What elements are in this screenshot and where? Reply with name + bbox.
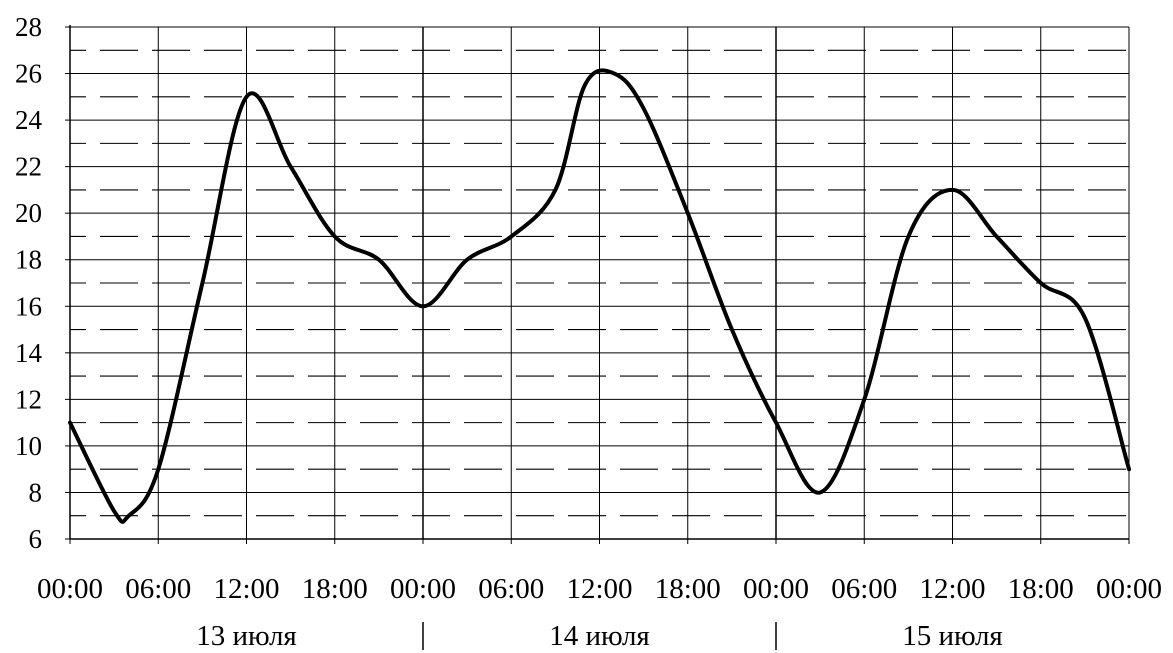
day-labels: 13 июля 14 июля 15 июля bbox=[196, 620, 1003, 652]
x-tick-label: 00:00 bbox=[390, 573, 456, 605]
axes bbox=[65, 25, 1130, 544]
y-tick-label: 12 bbox=[15, 384, 42, 414]
y-tick-label: 26 bbox=[15, 59, 42, 89]
x-tick-label: 06:00 bbox=[125, 573, 191, 605]
x-tick-label: 18:00 bbox=[655, 573, 721, 605]
day-label: 15 июля bbox=[902, 620, 1003, 652]
x-tick-label: 12:00 bbox=[566, 573, 632, 605]
x-tick-label: 06:00 bbox=[478, 573, 544, 605]
series-line-layer bbox=[68, 68, 1131, 524]
day-label: 14 июля bbox=[549, 620, 650, 652]
series-line bbox=[68, 68, 1131, 524]
x-tick-label: 00:00 bbox=[37, 573, 103, 605]
y-tick-labels: 6 8 10 12 14 16 18 20 22 24 26 28 bbox=[15, 12, 43, 554]
x-tick-labels: 00:00 06:00 12:00 18:00 00:00 06:00 12:00 18:00… bbox=[37, 573, 1162, 605]
x-tick-label: 00:00 bbox=[1096, 573, 1162, 605]
x-tick-label: 18:00 bbox=[302, 573, 368, 605]
y-tick-label: 14 bbox=[15, 338, 43, 368]
x-tick-label: 12:00 bbox=[919, 573, 985, 605]
y-tick-label: 24 bbox=[15, 105, 43, 135]
y-tick-label: 18 bbox=[15, 245, 42, 275]
y-tick-label: 16 bbox=[15, 291, 42, 321]
y-tick-label: 28 bbox=[15, 12, 42, 42]
x-tick-label: 18:00 bbox=[1008, 573, 1074, 605]
x-tick-label: 06:00 bbox=[831, 573, 897, 605]
y-tick-label: 22 bbox=[15, 152, 42, 182]
y-tick-label: 6 bbox=[29, 524, 43, 554]
x-tick-label: 00:00 bbox=[743, 573, 809, 605]
day-label: 13 июля bbox=[196, 620, 297, 652]
y-tick-label: 20 bbox=[15, 198, 42, 228]
y-tick-label: 10 bbox=[15, 431, 42, 461]
x-tick-label: 12:00 bbox=[213, 573, 279, 605]
y-tick-label: 8 bbox=[29, 477, 43, 507]
grid bbox=[70, 26, 1130, 539]
